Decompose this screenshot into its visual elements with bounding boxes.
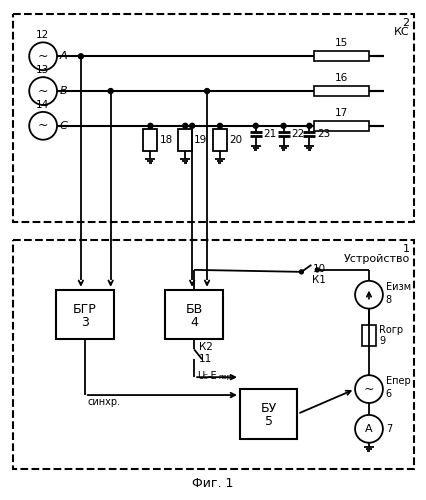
- Text: 19: 19: [194, 134, 207, 144]
- Text: Rогр: Rогр: [378, 326, 402, 336]
- Bar: [13, 240, 413, 468]
- Text: 7: 7: [385, 424, 391, 434]
- Text: Eпер: Eпер: [385, 376, 410, 386]
- Text: B: B: [60, 86, 67, 96]
- Text: 21: 21: [263, 129, 276, 139]
- Text: Фиг. 1: Фиг. 1: [192, 478, 233, 490]
- Circle shape: [354, 375, 382, 403]
- Circle shape: [78, 54, 83, 59]
- Text: БГР: БГР: [73, 303, 97, 316]
- Text: 4: 4: [190, 316, 198, 329]
- Text: 17: 17: [334, 108, 348, 118]
- Text: 10: 10: [312, 264, 325, 274]
- Text: синхр.: синхр.: [88, 397, 121, 407]
- Text: 23: 23: [317, 129, 330, 139]
- Circle shape: [354, 281, 382, 308]
- Text: 20: 20: [228, 134, 242, 144]
- Text: ~: ~: [38, 50, 48, 63]
- Bar: [361, 324, 375, 346]
- Circle shape: [147, 124, 153, 128]
- Text: 15: 15: [334, 38, 348, 48]
- Circle shape: [29, 112, 57, 140]
- Circle shape: [29, 42, 57, 70]
- Text: 3: 3: [81, 316, 89, 329]
- Circle shape: [314, 268, 319, 272]
- Circle shape: [189, 124, 194, 128]
- Text: 9: 9: [378, 336, 384, 346]
- Text: 11: 11: [199, 354, 212, 364]
- Text: БВ: БВ: [185, 303, 202, 316]
- Bar: [165, 290, 222, 340]
- Text: 22: 22: [291, 129, 304, 139]
- Circle shape: [354, 415, 382, 442]
- Text: -E: -E: [207, 371, 216, 381]
- Text: 8: 8: [385, 294, 391, 304]
- Text: 2: 2: [402, 18, 409, 28]
- Text: 13: 13: [35, 65, 49, 75]
- Text: ~: ~: [38, 84, 48, 98]
- Text: К1: К1: [312, 275, 325, 285]
- Circle shape: [217, 124, 222, 128]
- Text: К2: К2: [199, 342, 213, 352]
- Text: 1: 1: [402, 244, 409, 254]
- Bar: [13, 14, 413, 222]
- Text: U: U: [197, 371, 204, 381]
- Circle shape: [182, 124, 187, 128]
- Text: ~: ~: [363, 382, 373, 396]
- Text: БУ: БУ: [260, 402, 276, 415]
- Bar: [314, 52, 368, 61]
- Text: 14: 14: [35, 100, 49, 110]
- Text: КС: КС: [393, 28, 409, 38]
- Text: Устройство: Устройство: [343, 254, 409, 264]
- Text: A: A: [364, 424, 372, 434]
- Circle shape: [29, 77, 57, 105]
- Text: ~: ~: [38, 120, 48, 132]
- Bar: [314, 121, 368, 131]
- Text: C: C: [60, 121, 68, 131]
- Text: 18: 18: [159, 134, 172, 144]
- Text: пер: пер: [217, 374, 230, 380]
- Circle shape: [306, 124, 311, 128]
- Bar: [143, 129, 157, 150]
- Circle shape: [299, 270, 303, 274]
- Bar: [314, 86, 368, 96]
- Text: 12: 12: [35, 30, 49, 40]
- Circle shape: [108, 88, 113, 94]
- Bar: [239, 389, 297, 439]
- Circle shape: [253, 124, 258, 128]
- Text: 16: 16: [334, 73, 348, 83]
- Bar: [56, 290, 113, 340]
- Text: A: A: [60, 52, 67, 62]
- Text: C: C: [203, 374, 207, 380]
- Bar: [178, 129, 192, 150]
- Text: 5: 5: [264, 416, 272, 428]
- Text: Eизм: Eизм: [385, 282, 410, 292]
- Bar: [213, 129, 226, 150]
- Circle shape: [204, 88, 209, 94]
- Text: 6: 6: [385, 389, 391, 399]
- Circle shape: [280, 124, 285, 128]
